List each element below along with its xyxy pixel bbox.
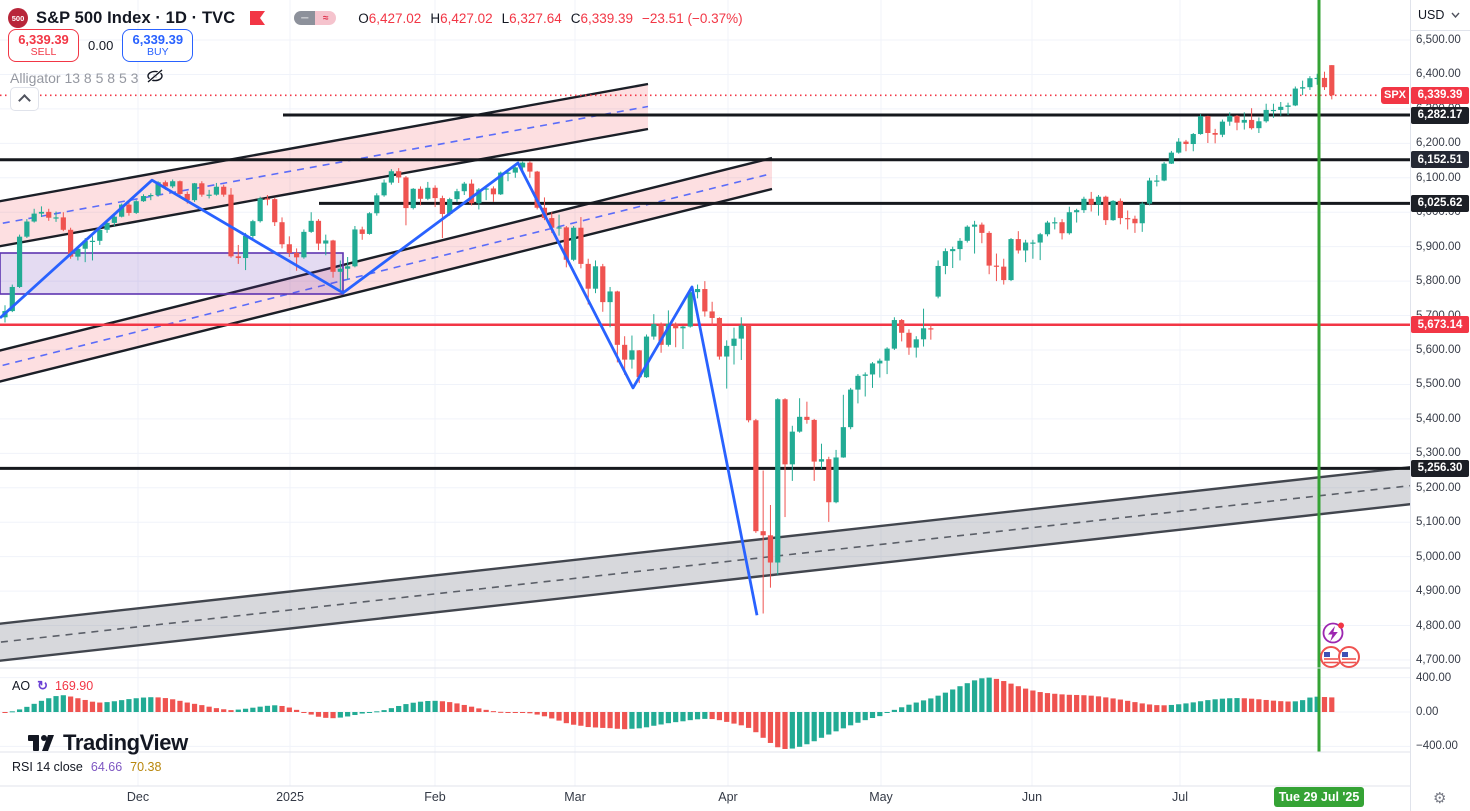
- highlighted-date-tag: Tue 29 Jul '25: [1274, 787, 1364, 807]
- price-tag: 5,673.14: [1411, 316, 1469, 334]
- eye-hidden-icon[interactable]: [146, 68, 164, 87]
- price-axis[interactable]: [1410, 0, 1470, 811]
- collapse-pane-button[interactable]: [10, 87, 39, 111]
- time-axis-label: Apr: [718, 790, 738, 804]
- price-tag: 6,339.39: [1411, 86, 1469, 104]
- ao-indicator-row[interactable]: AO ↻ 169.90: [12, 678, 93, 694]
- symbol-header: 500 S&P 500 Index · 1D · TVC ─ ≈ O6,427.…: [8, 6, 743, 30]
- time-axis-label: Jul: [1172, 790, 1188, 804]
- tradingview-logo[interactable]: TradingView: [28, 730, 188, 756]
- time-axis-label: Feb: [424, 790, 446, 804]
- currency-selector[interactable]: USD: [1412, 3, 1470, 27]
- rsi-indicator-row[interactable]: RSI 14 close 64.66 70.38: [12, 760, 161, 774]
- rsi-ma-value: 70.38: [130, 760, 162, 774]
- symbol-logo: 500: [8, 8, 28, 28]
- alligator-indicator-row[interactable]: Alligator 13 8 5 8 5 3: [10, 68, 164, 87]
- spread-value: 0.00: [88, 38, 114, 53]
- ohlc-readout: O6,427.02 H6,427.02 L6,327.64 C6,339.39 −23.…: [358, 10, 743, 26]
- sell-button[interactable]: 6,339.39 SELL: [8, 29, 79, 62]
- chevron-up-icon: [18, 94, 31, 107]
- trade-panel: 6,339.39 SELL 0.00 6,339.39 BUY: [8, 29, 194, 62]
- minus-pill-icon[interactable]: ─: [294, 11, 316, 25]
- time-axis-label: May: [869, 790, 893, 804]
- refresh-icon[interactable]: ↻: [37, 678, 48, 693]
- rsi-label: RSI 14 close: [12, 760, 83, 774]
- flag-icon[interactable]: [249, 10, 266, 26]
- approx-pill-icon[interactable]: ≈: [315, 11, 337, 25]
- tradingview-logo-icon: [28, 735, 54, 751]
- alligator-label: Alligator 13 8 5 8 5 3: [10, 69, 139, 86]
- rsi-value: 64.66: [90, 760, 123, 774]
- time-axis-label: Dec: [126, 790, 150, 804]
- symbol-title[interactable]: S&P 500 Index · 1D · TVC: [36, 8, 236, 27]
- price-tag: 5,256.30: [1411, 459, 1469, 477]
- tradingview-logo-text: TradingView: [63, 730, 188, 755]
- axis-separator: [1410, 30, 1470, 31]
- time-axis-label: Jun: [1021, 790, 1043, 804]
- marks-toggle[interactable]: ─ ≈: [294, 11, 337, 25]
- ao-value: 169.90: [54, 679, 94, 693]
- time-axis-label: 2025: [276, 790, 304, 804]
- axis-settings-gear-icon[interactable]: ⚙: [1433, 790, 1447, 807]
- price-tag: 6,282.17: [1411, 106, 1469, 124]
- price-tag: 6,152.51: [1411, 151, 1469, 169]
- chevron-down-icon: [1451, 12, 1460, 18]
- time-axis-label: Mar: [564, 790, 586, 804]
- ao-label: AO: [12, 679, 31, 693]
- buy-button[interactable]: 6,339.39 BUY: [122, 29, 194, 62]
- symbol-price-tag: SPX: [1381, 86, 1409, 104]
- event-icons: [1320, 622, 1360, 668]
- price-tag: 6,025.62: [1411, 194, 1469, 212]
